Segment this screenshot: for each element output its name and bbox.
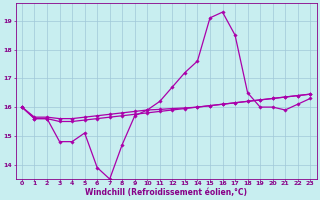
- X-axis label: Windchill (Refroidissement éolien,°C): Windchill (Refroidissement éolien,°C): [85, 188, 247, 197]
